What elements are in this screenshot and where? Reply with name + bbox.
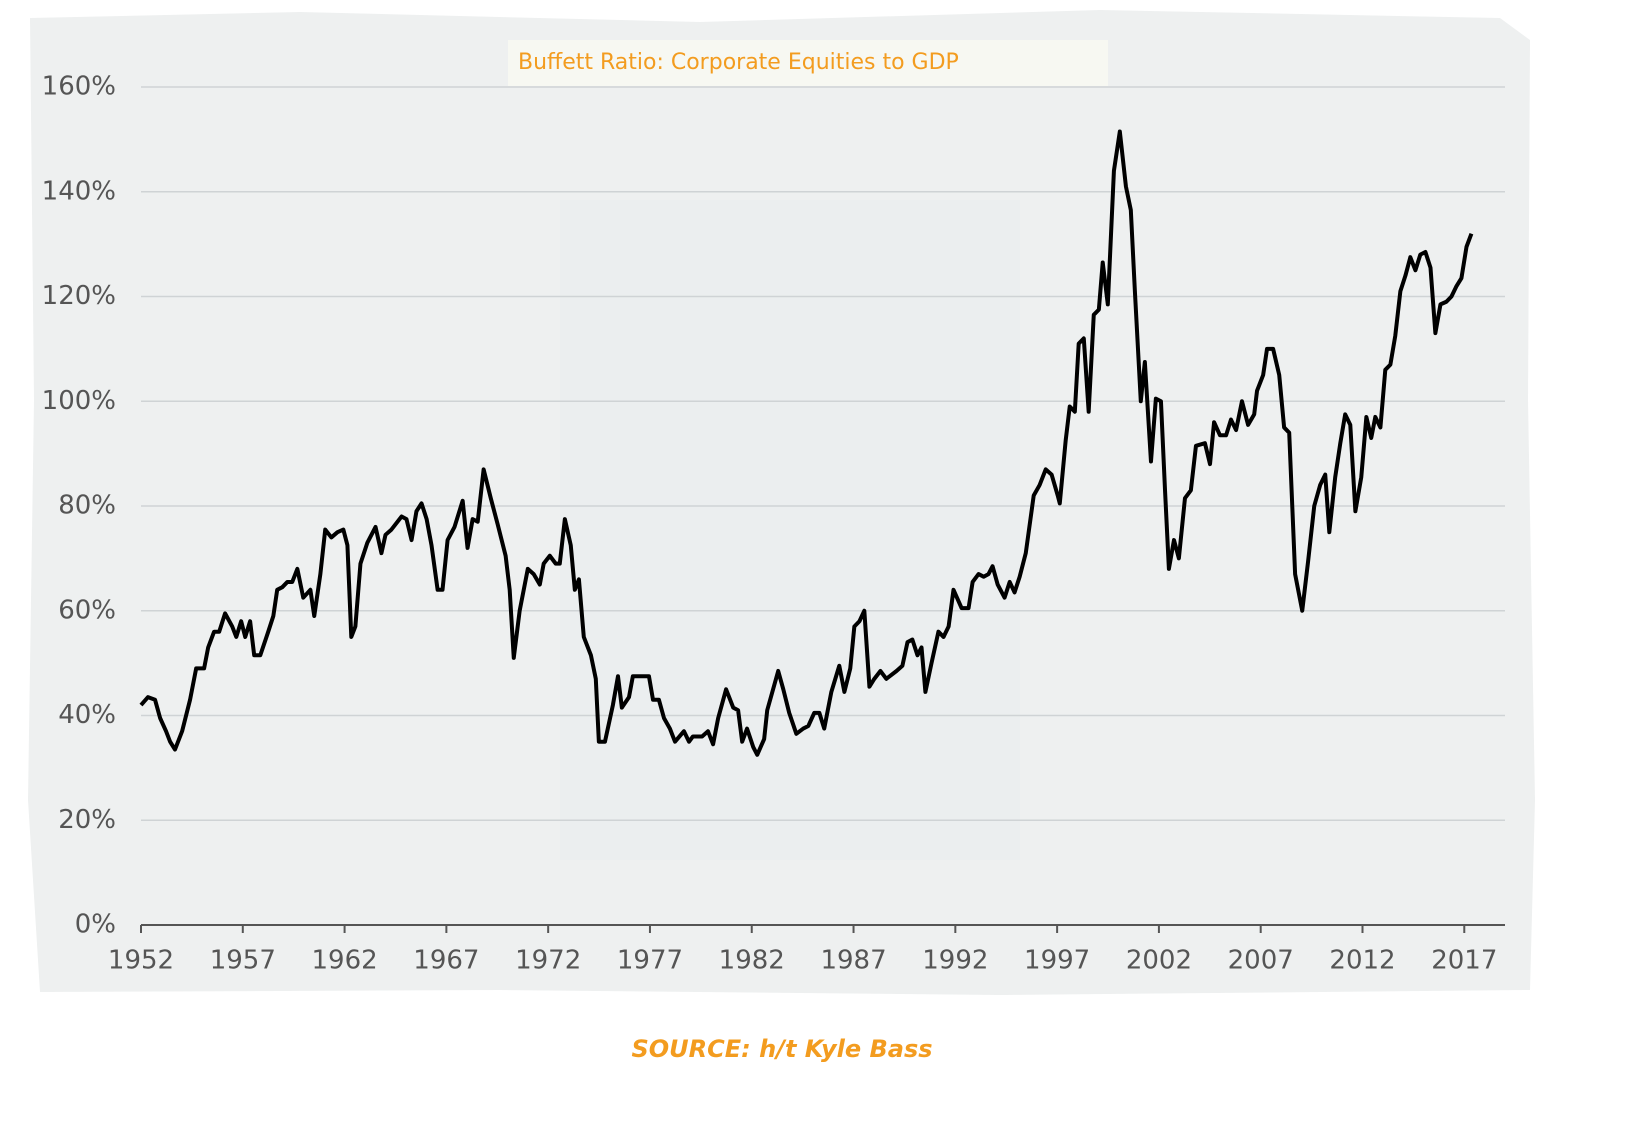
y-tick-label: 120% [42, 281, 116, 311]
y-tick-label: 20% [58, 805, 116, 835]
x-tick-label: 1997 [1024, 946, 1090, 976]
plot [139, 129, 1474, 757]
y-tick-label: 80% [58, 491, 116, 521]
x-tick-label: 1987 [820, 946, 886, 976]
x-tick-label: 1982 [719, 946, 785, 976]
x-tick-label: 1977 [617, 946, 683, 976]
texture [560, 200, 1020, 860]
y-tick-label: 40% [58, 700, 116, 730]
y-tick-label: 60% [58, 595, 116, 625]
y-tick-label: 160% [42, 72, 116, 102]
data-line [139, 129, 1474, 757]
y-tick-label: 140% [42, 176, 116, 206]
grid: 0% 20% 40% 60% 80% 100% 120% 140% 160% 1952 1957 19… [42, 72, 1505, 976]
x-tick-label: 1962 [311, 946, 377, 976]
x-tick-label: 1972 [515, 946, 581, 976]
y-tick-label: 0% [75, 910, 116, 940]
x-tick-label: 1992 [922, 946, 988, 976]
chart-title: Buffett Ratio: Corporate Equities to GDP [518, 50, 959, 75]
x-tick-label: 2017 [1431, 946, 1497, 976]
x-tick-label: 1967 [413, 946, 479, 976]
source-note: SOURCE: h/t Kyle Bass [631, 1035, 932, 1063]
y-tick-label: 100% [42, 386, 116, 416]
x-tick-label: 2007 [1228, 946, 1294, 976]
x-tick-label: 1952 [108, 946, 174, 976]
x-tick-label: 2002 [1126, 946, 1192, 976]
x-tick-label: 2012 [1329, 946, 1395, 976]
title-box [508, 40, 1108, 86]
x-tick-label: 1957 [210, 946, 276, 976]
